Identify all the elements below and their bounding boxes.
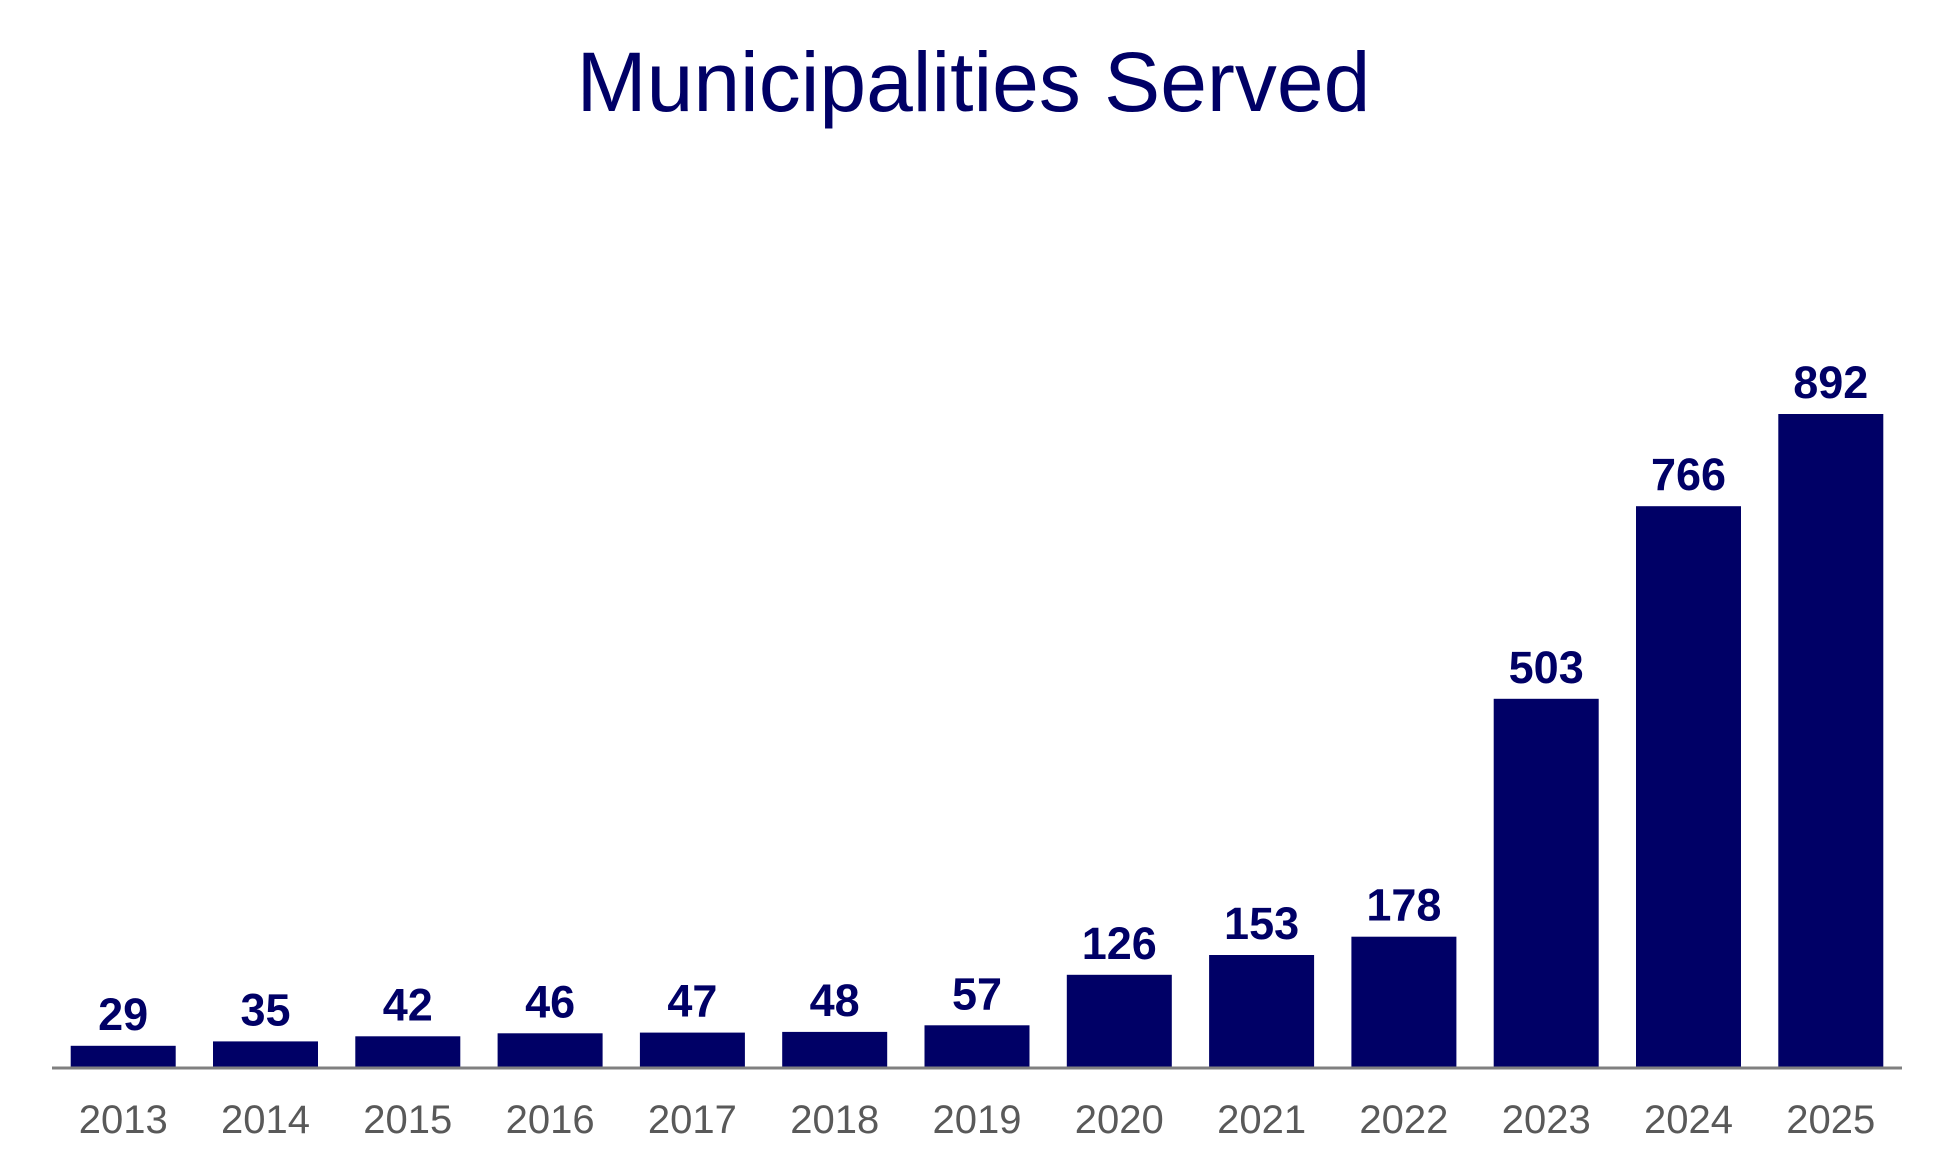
chart-title: Municipalities Served [576,35,1371,129]
data-label-2021: 153 [1224,898,1299,949]
bar-2024 [1636,506,1741,1067]
data-label-2020: 126 [1082,918,1157,969]
data-label-2016: 46 [525,976,575,1027]
data-label-2017: 47 [667,976,717,1027]
bar-2021 [1209,955,1315,1067]
data-label-2015: 42 [383,979,433,1030]
x-tick-label-2016: 2016 [506,1098,595,1142]
x-tick-label-2020: 2020 [1075,1098,1164,1142]
x-tick-label-2021: 2021 [1217,1098,1306,1142]
data-label-2019: 57 [952,968,1002,1019]
data-label-2023: 503 [1509,642,1584,693]
x-tick-label-2017: 2017 [648,1098,737,1142]
bar-2015 [355,1036,461,1067]
data-label-2013: 29 [98,989,148,1040]
data-label-2014: 35 [240,984,290,1035]
bar-2025 [1778,414,1884,1067]
x-tick-label-2022: 2022 [1359,1098,1448,1142]
x-tick-label-2019: 2019 [933,1098,1022,1142]
x-tick-label-2014: 2014 [221,1098,310,1142]
x-tick-label-2023: 2023 [1502,1098,1591,1142]
data-label-2024: 766 [1651,449,1726,500]
x-tick-labels-group: 2013 2014 2015 2016 2017 2018 2019 2020 2021 2022… [79,1098,1876,1142]
x-tick-label-2015: 2015 [363,1098,452,1142]
bar-2018 [782,1031,888,1067]
x-tick-label-2018: 2018 [790,1098,879,1142]
x-tick-label-2013: 2013 [79,1098,168,1142]
bars-group [70,414,1884,1067]
bar-2013 [70,1045,176,1067]
data-label-2022: 178 [1366,880,1441,931]
x-tick-label-2025: 2025 [1786,1098,1875,1142]
bar-2023 [1493,698,1599,1067]
bar-2022 [1351,936,1457,1067]
bar-2017 [639,1032,745,1067]
data-label-2025: 892 [1793,357,1868,408]
data-label-2018: 48 [810,975,860,1026]
x-tick-label-2024: 2024 [1644,1098,1733,1142]
bar-2016 [497,1033,603,1067]
bar-2014 [213,1041,318,1067]
bar-2019 [924,1025,1030,1067]
value-labels-group: 29 35 42 46 47 48 57 126 153 178 503 766 892 [98,357,1868,1040]
bar-2020 [1066,974,1172,1067]
